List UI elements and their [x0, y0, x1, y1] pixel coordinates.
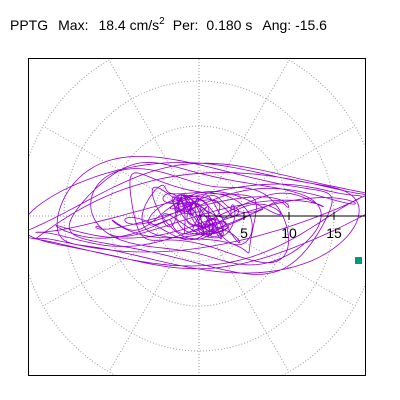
x-tick-label-15: 15: [326, 225, 342, 241]
max-amplitude-marker: [354, 257, 362, 265]
per-value: 0.180 s: [206, 17, 253, 33]
max-label: Max:: [58, 17, 89, 33]
polar-spoke-240: [108, 215, 200, 373]
max-value: 18.4: [98, 17, 126, 33]
polar-spoke-60: [198, 59, 290, 217]
station-code: PPTG: [10, 17, 49, 33]
max-unit-exponent: 2: [159, 16, 165, 27]
x-tick-label-10: 10: [281, 225, 297, 241]
particle-motion-trace: [29, 156, 365, 275]
polar-spoke-210: [42, 215, 200, 307]
header: PPTG Max: 18.4 cm/s2 Per: 0.180 s Ang: -15.6: [10, 13, 327, 37]
polar-spoke-300: [198, 215, 290, 373]
polar-spoke-30: [198, 125, 356, 217]
per-label: Per:: [172, 17, 199, 33]
particle-motion-plot: 5 10 15: [28, 58, 366, 376]
polar-spoke-120: [108, 59, 200, 217]
polar-spoke-150: [42, 125, 200, 217]
ang-value: -15.6: [295, 17, 327, 33]
x-tick-label-5: 5: [240, 225, 248, 241]
max-unit: cm/s2: [129, 16, 165, 34]
ang-label: Ang:: [262, 17, 292, 33]
polar-chart: 5 10 15: [29, 59, 365, 375]
